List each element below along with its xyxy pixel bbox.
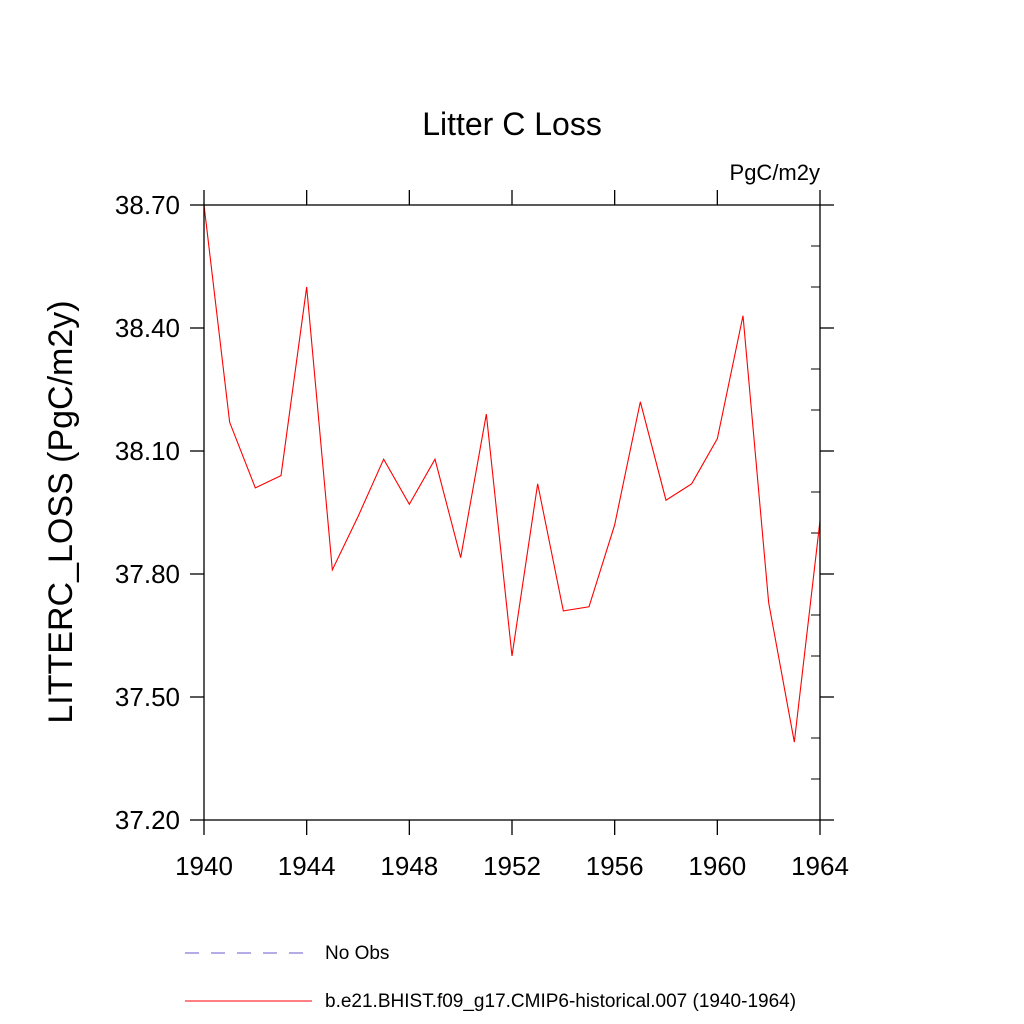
y-tick-label: 37.80: [115, 559, 180, 589]
x-tick-label: 1952: [483, 851, 541, 881]
x-tick-label: 1948: [380, 851, 438, 881]
legend-label-model-run: b.e21.BHIST.f09_g17.CMIP6-historical.007…: [325, 991, 796, 1012]
axis-ticks: [190, 190, 834, 835]
x-tick-label: 1964: [791, 851, 849, 881]
y-tick-label: 37.50: [115, 682, 180, 712]
y-axis-label: LITTERC_LOSS (PgC/m2y): [42, 300, 80, 723]
x-tick-label: 1956: [586, 851, 644, 881]
legend-label-no-obs: No Obs: [325, 943, 389, 964]
legend: No Obs b.e21.BHIST.f09_g17.CMIP6-histori…: [185, 943, 796, 1012]
y-tick-label: 38.40: [115, 313, 180, 343]
x-tick-labels: 1940 1944 1948 1952 1956 1960 1964: [175, 851, 849, 881]
chart-title: Litter C Loss: [422, 106, 602, 142]
y-tick-labels: 37.20 37.50 37.80 38.10 38.40 38.70: [115, 190, 180, 835]
y-tick-label: 38.70: [115, 190, 180, 220]
x-tick-label: 1944: [278, 851, 336, 881]
plot-series: [203, 204, 821, 743]
x-tick-label: 1960: [688, 851, 746, 881]
series-line-1: [203, 204, 821, 743]
y-tick-label: 37.20: [115, 805, 180, 835]
plot-frame: [203, 204, 821, 821]
units-label: PgC/m2y: [730, 160, 820, 185]
y-tick-label: 38.10: [115, 436, 180, 466]
x-tick-label: 1940: [175, 851, 233, 881]
